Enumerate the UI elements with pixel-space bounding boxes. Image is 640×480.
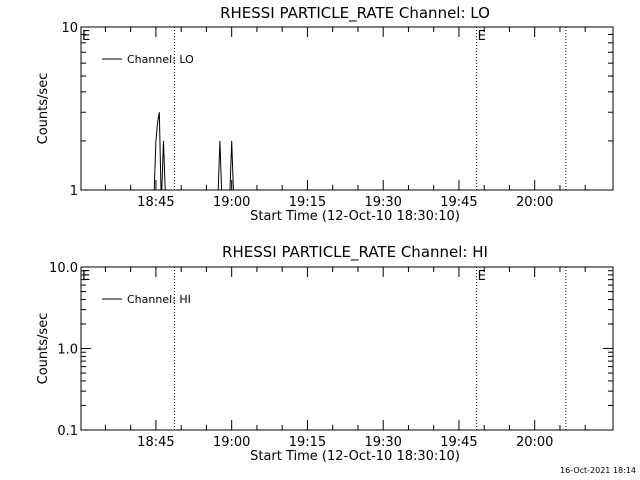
panel1-x-tick-label: 19:00: [213, 195, 250, 210]
footer-timestamp: 16-Oct-2021 18:14: [560, 466, 636, 475]
panel1-y-tick-label: 10: [61, 21, 78, 36]
panel2-x-tick-label: 19:15: [289, 435, 326, 450]
panel2-x-tick-label: 19:30: [364, 435, 401, 450]
panel1-x-tick-label: 19:45: [440, 195, 477, 210]
panel1-series-line: [153, 112, 234, 191]
panel1-x-tick-label: 20:00: [516, 195, 553, 210]
panel1-x-axis-label: Start Time (12-Oct-10 18:30:10): [250, 209, 460, 224]
panel1-x-tick-label: 19:30: [364, 195, 401, 210]
panel2-y-tick-label: 1.0: [57, 343, 78, 358]
panel2-x-axis-label: Start Time (12-Oct-10 18:30:10): [250, 449, 460, 464]
panel2-event-marker-label: E: [82, 269, 90, 284]
panel1-event-marker-label: E: [478, 29, 486, 44]
panel1-legend-label: Channel: LO: [127, 53, 194, 66]
panel2-y-axis-label: Counts/sec: [36, 313, 51, 385]
panel2-plot-frame: [80, 266, 614, 431]
panel2-title: RHESSI PARTICLE_RATE Channel: HI: [222, 243, 488, 262]
panel2-y-tick-label: 10.0: [49, 261, 78, 276]
panel1-x-tick-label: 18:45: [137, 195, 174, 210]
panel2-x-tick-label: 19:00: [213, 435, 250, 450]
panel1-title: RHESSI PARTICLE_RATE Channel: LO: [220, 4, 490, 23]
panel2-x-tick-label: 20:00: [516, 435, 553, 450]
panel2-x-tick-label: 18:45: [137, 435, 174, 450]
panel2-y-tick-label: 0.1: [57, 424, 78, 439]
panel1-event-marker-label: E: [82, 29, 90, 44]
panel1-y-axis-label: Counts/sec: [36, 73, 51, 145]
panel1-y-tick-label: 1: [70, 184, 78, 199]
panel2-event-marker-label: E: [478, 269, 486, 284]
panel1-x-tick-label: 19:15: [289, 195, 326, 210]
panel2-x-tick-label: 19:45: [440, 435, 477, 450]
panel2-legend-label: Channel: HI: [127, 293, 191, 306]
panel1-plot-frame: [80, 26, 614, 191]
